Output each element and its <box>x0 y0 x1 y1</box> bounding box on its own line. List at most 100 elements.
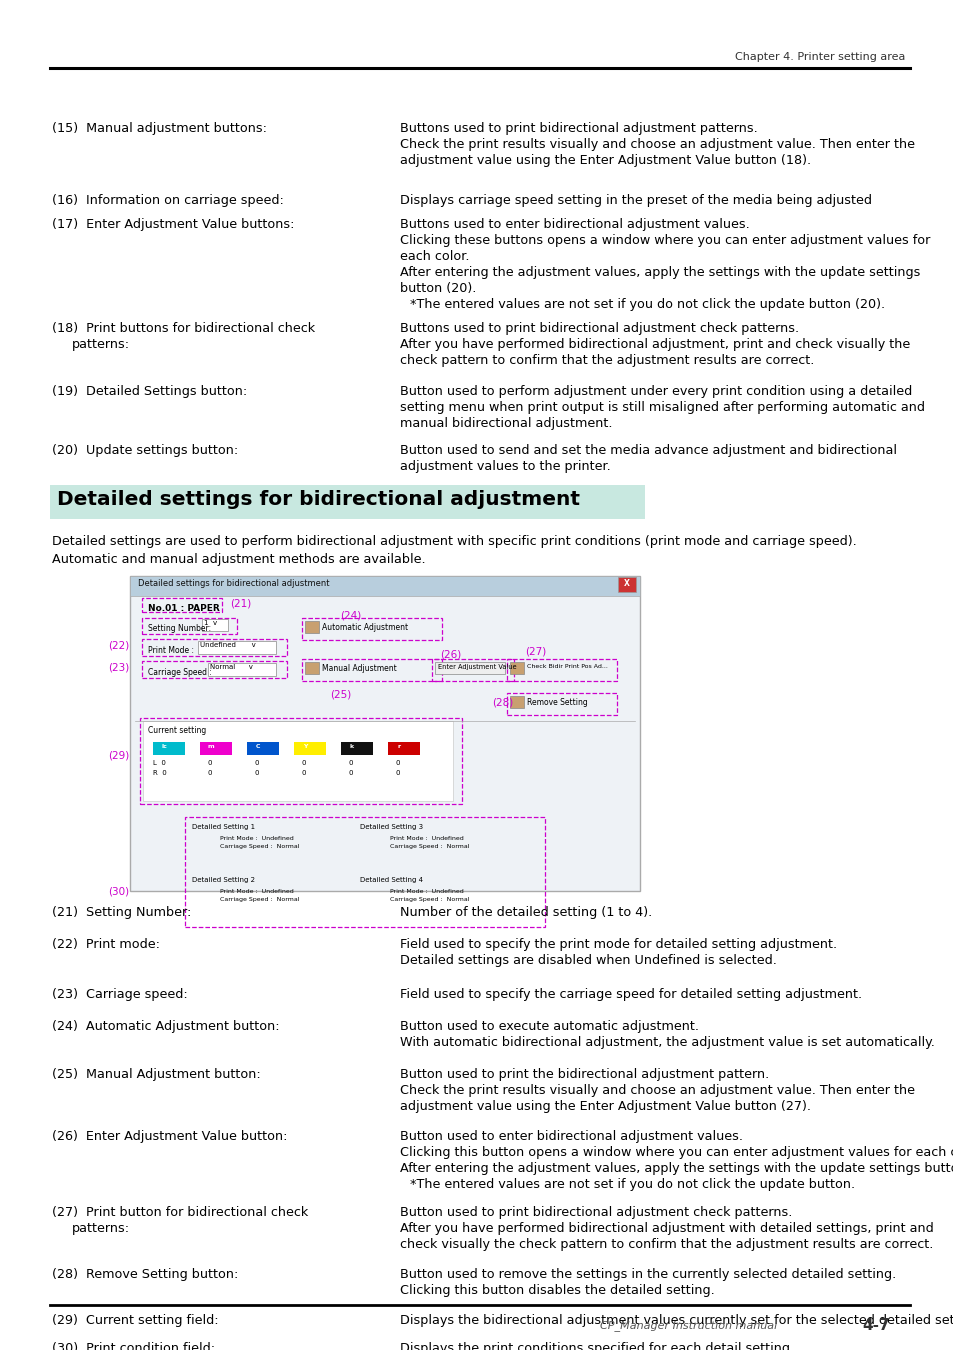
Text: Displays the print conditions specified for each detail setting.: Displays the print conditions specified … <box>399 1342 793 1350</box>
Text: Displays carriage speed setting in the preset of the media being adjusted: Displays carriage speed setting in the p… <box>399 194 871 207</box>
Text: Clicking these buttons opens a window where you can enter adjustment values for: Clicking these buttons opens a window wh… <box>399 234 929 247</box>
Text: Manual Adjustment: Manual Adjustment <box>322 664 396 674</box>
Text: (24): (24) <box>339 612 361 621</box>
Text: (25)  Manual Adjustment button:: (25) Manual Adjustment button: <box>52 1068 260 1081</box>
Text: (17)  Enter Adjustment Value buttons:: (17) Enter Adjustment Value buttons: <box>52 217 294 231</box>
Text: Button used to perform adjustment under every print condition using a detailed: Button used to perform adjustment under … <box>399 385 911 398</box>
Text: Buttons used to print bidirectional adjustment patterns.: Buttons used to print bidirectional adju… <box>399 122 757 135</box>
Text: With automatic bidirectional adjustment, the adjustment value is set automatical: With automatic bidirectional adjustment,… <box>399 1035 934 1049</box>
Text: k: k <box>350 744 354 749</box>
Bar <box>208 663 275 676</box>
Text: each color.: each color. <box>399 250 469 263</box>
Text: Carriage Speed :  Normal: Carriage Speed : Normal <box>390 896 469 902</box>
Text: (26): (26) <box>439 649 460 660</box>
Text: (29)  Current setting field:: (29) Current setting field: <box>52 1314 218 1327</box>
Text: (22): (22) <box>108 641 129 651</box>
Text: (23): (23) <box>108 663 129 674</box>
Text: Print Mode :  Undefined: Print Mode : Undefined <box>220 836 294 841</box>
Text: (28): (28) <box>492 698 513 707</box>
Text: 0: 0 <box>302 769 306 776</box>
Text: Detailed settings are used to perform bidirectional adjustment with specific pri: Detailed settings are used to perform bi… <box>52 535 856 548</box>
Text: Check the print results visually and choose an adjustment value. Then enter the: Check the print results visually and cho… <box>399 1084 914 1098</box>
Bar <box>435 662 504 674</box>
Bar <box>142 639 287 656</box>
Text: Check the print results visually and choose an adjustment value. Then enter the: Check the print results visually and cho… <box>399 138 914 151</box>
Text: Carriage Speed :  Normal: Carriage Speed : Normal <box>390 844 469 849</box>
Text: 0: 0 <box>349 760 354 765</box>
Text: adjustment value using the Enter Adjustment Value button (27).: adjustment value using the Enter Adjustm… <box>399 1100 810 1112</box>
Text: check pattern to confirm that the adjustment results are correct.: check pattern to confirm that the adjust… <box>399 354 814 367</box>
Text: (27)  Print button for bidirectional check: (27) Print button for bidirectional chec… <box>52 1206 308 1219</box>
Text: 0: 0 <box>208 769 213 776</box>
Bar <box>305 662 318 674</box>
Text: Detailed Setting 2: Detailed Setting 2 <box>192 878 254 883</box>
Bar <box>510 697 523 707</box>
Text: Remove Setting: Remove Setting <box>526 698 587 707</box>
Text: Current setting: Current setting <box>148 726 206 734</box>
Text: Detailed Setting 3: Detailed Setting 3 <box>359 824 423 830</box>
Bar <box>294 743 326 755</box>
Text: Print Mode :: Print Mode : <box>148 647 193 655</box>
Bar <box>618 576 636 593</box>
Text: Print Mode :  Undefined: Print Mode : Undefined <box>220 890 294 894</box>
Bar <box>200 743 232 755</box>
Text: C: C <box>255 744 260 749</box>
Text: (15)  Manual adjustment buttons:: (15) Manual adjustment buttons: <box>52 122 267 135</box>
Text: L  0: L 0 <box>152 760 166 765</box>
Bar <box>140 718 461 805</box>
Text: Detailed settings are disabled when Undefined is selected.: Detailed settings are disabled when Unde… <box>399 954 776 967</box>
Text: After entering the adjustment values, apply the settings with the update setting: After entering the adjustment values, ap… <box>399 266 920 279</box>
Text: No.01 : PAPER: No.01 : PAPER <box>148 603 219 613</box>
Text: Carriage Speed :  Normal: Carriage Speed : Normal <box>220 844 299 849</box>
Text: Undefined       v: Undefined v <box>200 643 255 648</box>
Bar <box>130 576 639 595</box>
Text: Button used to send and set the media advance adjustment and bidirectional: Button used to send and set the media ad… <box>399 444 896 458</box>
Text: Clicking this button disables the detailed setting.: Clicking this button disables the detail… <box>399 1284 714 1297</box>
Bar <box>432 659 514 680</box>
Text: CP_Manager Instruction manual: CP_Manager Instruction manual <box>599 1320 777 1331</box>
Text: (30): (30) <box>108 887 129 896</box>
Text: After you have performed bidirectional adjustment with detailed settings, print : After you have performed bidirectional a… <box>399 1222 933 1235</box>
Text: Detailed Setting 1: Detailed Setting 1 <box>192 824 254 830</box>
Text: Displays the bidirectional adjustment values currently set for the selected deta: Displays the bidirectional adjustment va… <box>399 1314 953 1327</box>
Text: Carriage Speed :: Carriage Speed : <box>148 668 212 676</box>
Bar <box>142 662 287 678</box>
Text: Number of the detailed setting (1 to 4).: Number of the detailed setting (1 to 4). <box>399 906 652 919</box>
Text: R  0: R 0 <box>152 769 167 776</box>
Text: Clicking this button opens a window where you can enter adjustment values for ea: Clicking this button opens a window wher… <box>399 1146 953 1160</box>
Text: Button used to remove the settings in the currently selected detailed setting.: Button used to remove the settings in th… <box>399 1268 895 1281</box>
Text: lc: lc <box>161 744 167 749</box>
Text: *The entered values are not set if you do not click the update button (20).: *The entered values are not set if you d… <box>410 298 884 311</box>
Text: patterns:: patterns: <box>71 1222 130 1235</box>
Text: adjustment value using the Enter Adjustment Value button (18).: adjustment value using the Enter Adjustm… <box>399 154 810 167</box>
Bar <box>388 743 419 755</box>
Bar <box>143 721 453 801</box>
Text: (16)  Information on carriage speed:: (16) Information on carriage speed: <box>52 194 284 207</box>
Bar <box>202 620 228 630</box>
Bar <box>50 485 644 518</box>
Text: Detailed settings for bidirectional adjustment: Detailed settings for bidirectional adju… <box>138 579 329 589</box>
Text: Enter Adjustment Value: Enter Adjustment Value <box>437 664 517 670</box>
Bar <box>185 817 544 927</box>
Text: button (20).: button (20). <box>399 282 476 296</box>
Text: m: m <box>208 744 214 749</box>
Text: 1  v: 1 v <box>204 620 217 626</box>
Text: r: r <box>397 744 400 749</box>
Text: (21)  Setting Number:: (21) Setting Number: <box>52 906 192 919</box>
Bar <box>305 621 318 633</box>
Text: Button used to print bidirectional adjustment check patterns.: Button used to print bidirectional adjus… <box>399 1206 792 1219</box>
Text: Print Mode :  Undefined: Print Mode : Undefined <box>390 890 463 894</box>
Text: Detailed Setting 4: Detailed Setting 4 <box>359 878 422 883</box>
Text: Buttons used to print bidirectional adjustment check patterns.: Buttons used to print bidirectional adju… <box>399 323 799 335</box>
Bar <box>302 618 441 640</box>
Text: (28)  Remove Setting button:: (28) Remove Setting button: <box>52 1268 238 1281</box>
Text: Carriage Speed :  Normal: Carriage Speed : Normal <box>220 896 299 902</box>
Text: After you have performed bidirectional adjustment, print and check visually the: After you have performed bidirectional a… <box>399 338 909 351</box>
Text: 0: 0 <box>254 760 259 765</box>
Text: (23)  Carriage speed:: (23) Carriage speed: <box>52 988 188 1000</box>
Text: manual bidirectional adjustment.: manual bidirectional adjustment. <box>399 417 612 431</box>
Bar <box>340 743 373 755</box>
Text: Setting Number:: Setting Number: <box>148 624 211 633</box>
Text: Buttons used to enter bidirectional adjustment values.: Buttons used to enter bidirectional adju… <box>399 217 749 231</box>
Text: (22)  Print mode:: (22) Print mode: <box>52 938 160 950</box>
